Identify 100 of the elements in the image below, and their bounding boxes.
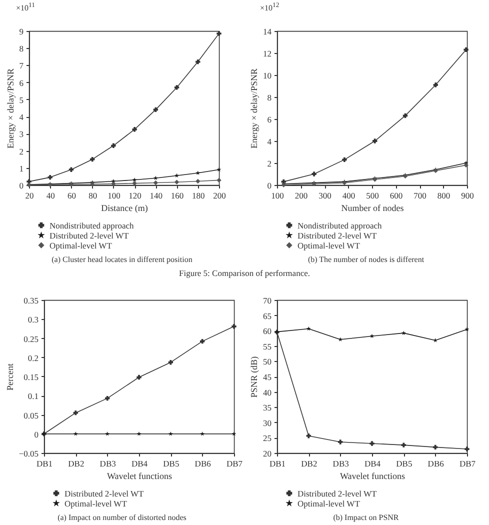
point xyxy=(432,444,438,450)
point xyxy=(216,178,222,183)
point xyxy=(132,180,137,186)
x-tick-label: DB3 xyxy=(332,458,349,468)
point xyxy=(111,181,116,186)
point xyxy=(168,432,173,436)
x-tick-label: DB4 xyxy=(131,458,148,468)
point xyxy=(90,156,95,162)
point xyxy=(136,432,142,436)
point xyxy=(464,47,468,52)
x-tick-label: DB6 xyxy=(428,458,444,468)
point xyxy=(153,180,158,186)
point xyxy=(370,441,374,446)
point xyxy=(196,59,200,64)
text: (b) The number of nodes is different xyxy=(306,255,426,264)
y-axis-title: Energy × delay/PSNR xyxy=(249,68,259,148)
x-tick-label: DB5 xyxy=(163,458,180,468)
point xyxy=(342,157,347,162)
x-axis-title: Number of nodes xyxy=(341,203,404,213)
point xyxy=(200,432,205,436)
point xyxy=(372,138,378,144)
x-tick-label: DB1 xyxy=(269,458,286,468)
x-axis-title: Distance (m) xyxy=(101,203,148,213)
point xyxy=(174,85,180,90)
y-tick-label: 60 xyxy=(263,326,272,336)
y-tick-label: 8 xyxy=(19,44,24,54)
legend-label: Nondistributed approach xyxy=(298,220,383,230)
y-tick-label: −0.05 xyxy=(18,448,38,458)
x-axis-title: Wavelet functions xyxy=(106,471,172,481)
x-tick-label: 500 xyxy=(366,190,379,200)
legend-label: Distributed 2-level WT xyxy=(298,488,378,498)
legend-label: Optimal-level WT xyxy=(50,240,113,250)
y-tick-label: 12 xyxy=(263,48,272,58)
x-tick-label: 120 xyxy=(128,190,142,200)
x-tick-label: 160 xyxy=(170,190,184,200)
x-tick-label: 140 xyxy=(150,190,163,200)
y-tick-label: 8 xyxy=(267,92,272,102)
y-tick-label: 0.35 xyxy=(24,296,38,306)
y-tick-label: 6 xyxy=(19,78,24,88)
y-tick-label: 9 xyxy=(19,26,24,36)
point xyxy=(136,374,142,380)
x-tick-label: DB7 xyxy=(226,458,243,468)
y-tick-label: 0.3 xyxy=(28,314,38,325)
x-tick-label: 80 xyxy=(88,190,98,200)
y-tick-label: 10 xyxy=(263,70,272,80)
legend-label: Optimal-level WT xyxy=(298,498,361,508)
y-tick-label: 0 xyxy=(34,429,38,440)
point xyxy=(232,432,236,436)
point xyxy=(48,174,52,180)
point xyxy=(196,178,200,184)
legend-label: Optimal-level WT xyxy=(64,498,128,508)
y-tick-label: 6 xyxy=(267,114,272,124)
y-tick-label: 0.15 xyxy=(24,372,38,382)
caption: Figure 5: Comparison of performance. xyxy=(178,268,311,280)
x-axis-title: Wavelet functions xyxy=(340,471,406,481)
legend-label: Distributed 2-level WT xyxy=(298,230,378,240)
y-tick-label: 55 xyxy=(263,341,272,352)
y-tick-label: 45 xyxy=(263,372,272,382)
point xyxy=(216,31,222,36)
y-tick-label: 1 xyxy=(19,163,24,174)
point xyxy=(401,442,406,448)
x-tick-label: 700 xyxy=(414,190,426,200)
point xyxy=(174,180,180,184)
y-tick-label: 14 xyxy=(263,26,272,36)
point xyxy=(105,432,110,436)
x-tick-label: 800 xyxy=(437,190,450,200)
y-tick-label: 25 xyxy=(263,433,272,444)
point xyxy=(168,360,174,365)
x-tick-label: 100 xyxy=(108,190,120,200)
x-tick-label: DB3 xyxy=(100,458,116,468)
point xyxy=(132,178,137,182)
x-tick-label: 300 xyxy=(318,190,332,200)
y-tick-label: 0.25 xyxy=(24,334,38,344)
x-tick-label: 100 xyxy=(271,190,284,200)
y-tick-label: 0 xyxy=(19,180,24,190)
x-tick-label: DB6 xyxy=(194,458,211,468)
text: (a) Impact on number of distorted nodes xyxy=(56,513,188,522)
y-tick-label: 30 xyxy=(263,418,272,428)
point xyxy=(338,440,343,444)
x-tick-label: DB2 xyxy=(68,458,84,468)
x-tick-label: 180 xyxy=(192,190,205,200)
legend-label: Optimal-level WT xyxy=(298,240,361,250)
legend-label: Nondistributed approach xyxy=(50,220,135,230)
point xyxy=(111,143,116,148)
y-tick-label: 0 xyxy=(267,180,272,190)
y-tick-label: 5 xyxy=(19,94,24,105)
legend-label: Distributed 2-level WT xyxy=(50,230,130,240)
y-axis-title: Percent xyxy=(4,363,15,390)
y-tick-label: 3 xyxy=(19,129,24,140)
y-tick-label: 65 xyxy=(263,310,272,321)
y-tick-label: 7 xyxy=(19,60,24,71)
text: ×10$^{12}$ xyxy=(260,2,280,13)
y-tick-label: 4 xyxy=(19,112,24,122)
point xyxy=(232,324,236,329)
y-axis-title: Energy × delay/PSNR xyxy=(5,68,16,148)
x-tick-label: 40 xyxy=(46,190,55,200)
x-tick-label: 60 xyxy=(67,190,76,200)
point xyxy=(433,82,438,88)
x-tick-label: 900 xyxy=(461,190,474,200)
y-tick-label: 40 xyxy=(263,387,272,398)
